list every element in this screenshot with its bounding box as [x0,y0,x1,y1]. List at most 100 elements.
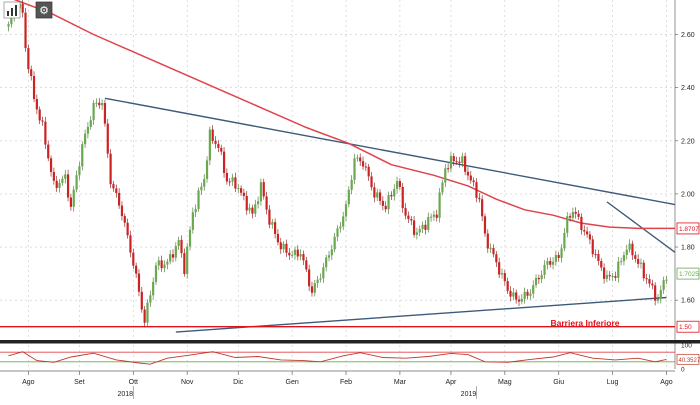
candle-down [127,223,129,236]
candle-down [98,103,100,106]
y-axis-tick-label: 2.20 [681,138,695,145]
candle-down [648,279,650,284]
candle-down [214,141,216,144]
candle-up [657,299,659,301]
candle-down [643,263,645,279]
candle-up [620,261,622,262]
toolbar-chart-button[interactable] [4,2,20,18]
candle-up [393,189,395,196]
candle-down [129,235,131,252]
candle-down [124,216,126,223]
x-axis-year-label: 2018 [118,391,134,398]
candle-up [152,282,154,295]
candle-down [53,172,55,181]
candle-up [283,244,285,249]
candle-down [526,292,528,296]
candle-up [617,262,619,278]
candle-down [370,176,372,187]
y-axis-tick-label: 2.60 [681,32,695,39]
oscillator-line [9,352,667,365]
candle-up [535,278,537,285]
oscillator-tick-label: 100 [681,343,692,350]
candlesticks [7,0,667,327]
oscillator-value-tag: 40.3527 [679,358,700,364]
candle-down [226,173,228,182]
candle-up [512,292,514,296]
candle-up [490,248,492,249]
candle-down [104,103,106,124]
candle-up [231,177,233,181]
candle-down [589,234,591,239]
candle-up [78,166,80,175]
candle-down [592,239,594,254]
candle-down [634,255,636,259]
candle-up [524,292,526,299]
candle-down [110,154,112,185]
candle-up [626,250,628,255]
candle-up [444,168,446,182]
candle-up [61,179,63,183]
candle-up [189,230,191,247]
candle-up [203,179,205,187]
candle-up [606,275,608,279]
candle-up [186,247,188,274]
candle-up [439,192,441,217]
candle-up [209,130,211,161]
candle-down [407,216,409,219]
candle-down [498,262,500,274]
candle-down [297,250,299,257]
candle-up [612,276,614,277]
candle-up [342,216,344,226]
toolbar-settings-button[interactable]: ⚙ [36,2,52,18]
candle-up [572,212,574,218]
candle-up [566,216,568,233]
candle-up [92,103,94,120]
candle-up [629,244,631,250]
candle-down [70,197,72,206]
candle-up [336,228,338,236]
candle-up [541,275,543,279]
x-axis-month-label: Ago [660,379,673,386]
price-tag-label: 1.8707 [679,226,699,233]
candle-up [640,263,642,264]
y-axis: 2.602.402.202.001.801.60 [675,0,695,369]
candle-up [87,127,89,134]
candle-down [637,259,639,264]
candle-down [558,255,560,258]
candle-up [546,261,548,265]
candle-up [421,225,423,229]
candle-up [623,255,625,261]
candle-down [112,184,114,188]
candle-down [473,181,475,183]
candle-down [220,148,222,152]
candle-down [487,234,489,249]
barrier-label: Barriera Inferiore [551,318,620,328]
candle-down [467,172,469,176]
candle-up [257,201,259,204]
candle-down [44,122,46,145]
candle-down [180,240,182,253]
candle-down [217,144,219,148]
candle-down [302,254,304,260]
candle-up [7,24,9,26]
candle-up [322,267,324,278]
x-axis-year-label: 2019 [461,391,477,398]
candle-up [90,120,92,127]
candle-down [280,242,282,249]
candle-down [138,274,140,292]
candle-down [413,220,415,234]
candle-up [271,222,273,225]
candle-up [158,260,160,265]
x-axis-month-label: Apr [445,379,457,386]
x-axis-month-label: Mar [394,379,407,386]
candle-down [246,196,248,211]
candle-down [458,162,460,163]
candle-up [552,262,554,265]
candle-down [285,244,287,253]
candle-down [379,192,381,200]
candle-up [543,265,545,275]
